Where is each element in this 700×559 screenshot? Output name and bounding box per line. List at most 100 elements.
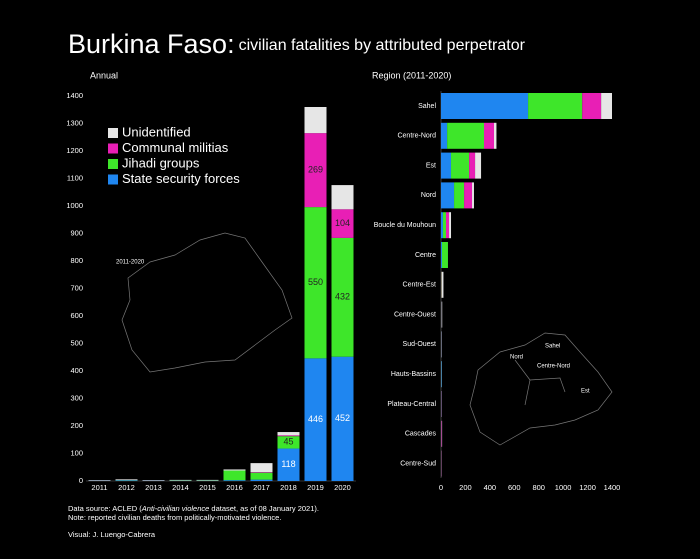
- bar-segment: [475, 152, 482, 179]
- x-tick-label: 1000: [555, 483, 572, 492]
- y-tick-label: 900: [70, 228, 83, 237]
- bar-segment: [441, 152, 452, 179]
- x-tick-label: 2013: [145, 483, 162, 492]
- x-tick-label: 2020: [334, 483, 351, 492]
- y-tick-label: Plateau-Central: [387, 401, 436, 408]
- bar-segment: [250, 472, 273, 480]
- subtitle: civilian fatalities by attributed perpet…: [239, 37, 526, 54]
- y-tick-label: 200: [70, 421, 83, 430]
- legend-label: Jihadi groups: [122, 155, 200, 170]
- y-tick-label: 0: [79, 476, 83, 485]
- value-label: 550: [308, 277, 323, 287]
- bar-segment: [454, 182, 465, 209]
- bar-segment: [277, 436, 300, 449]
- y-tick-label: Cascades: [405, 431, 437, 438]
- bar-segment: [304, 107, 327, 134]
- value-label: 446: [308, 414, 323, 424]
- x-tick-label: 2019: [307, 483, 324, 492]
- y-tick-label: Est: [426, 162, 436, 169]
- map-label: 2011-2020: [116, 260, 145, 266]
- note: dataset, as of 08 January 2021).: [209, 504, 319, 513]
- bar-segment: [115, 480, 138, 481]
- x-tick-label: 2011: [91, 483, 107, 492]
- value-label: 452: [335, 413, 350, 423]
- bar-segment: [446, 212, 450, 239]
- legend-label: State security forces: [122, 171, 240, 186]
- bar-segment: [449, 212, 452, 239]
- bar-segment: [331, 237, 354, 357]
- bar-segment: [304, 207, 327, 359]
- y-tick-label: Boucle du Mouhoun: [374, 222, 436, 229]
- y-tick-label: Hauts-Bassins: [391, 371, 437, 378]
- bar-segment: [277, 432, 300, 436]
- y-tick-label: 700: [70, 283, 83, 292]
- bar-segment: [223, 470, 246, 481]
- x-tick-label: 800: [532, 483, 545, 492]
- bar-segment: [250, 479, 273, 481]
- bar-segment: [277, 435, 300, 437]
- bar-segment: [582, 93, 602, 119]
- legend-label: Unidentified: [122, 124, 191, 139]
- value-label: 432: [335, 292, 350, 302]
- bar-segment: [447, 122, 484, 149]
- y-tick-label: Sahel: [418, 103, 436, 110]
- map-label: Est: [581, 389, 590, 395]
- bar-segment: [442, 212, 447, 239]
- x-tick-label: 2017: [253, 483, 270, 492]
- source: Data source: ACLED (Anti-civilian violen…: [68, 504, 319, 513]
- legend-label: Communal militias: [122, 140, 229, 155]
- note: Data source: ACLED (: [68, 504, 142, 513]
- note: Anti-civilian violence: [141, 504, 210, 513]
- bar-segment: [196, 479, 219, 481]
- bar-segment: [441, 420, 442, 447]
- map-label: Centre-Nord: [537, 364, 570, 370]
- chart-title: Burkina Faso: civilian fatalities by attr…: [68, 29, 526, 59]
- x-tick-label: 0: [439, 483, 443, 492]
- x-tick-label: 1400: [604, 483, 621, 492]
- credit: Visual: J. Luengo-Cabrera: [68, 530, 156, 539]
- bar-segment: [441, 242, 442, 268]
- y-tick-label: Nord: [421, 192, 436, 199]
- bar-segment: [223, 480, 246, 481]
- y-tick-label: 1200: [66, 146, 83, 155]
- value-label: 45: [283, 437, 293, 447]
- bar-segment: [528, 93, 583, 119]
- x-tick-label: 600: [508, 483, 521, 492]
- legend-swatch: [108, 174, 118, 185]
- bar-segment: [601, 93, 612, 119]
- panel-title: Annual: [90, 70, 118, 80]
- bar-segment: [115, 479, 138, 481]
- y-tick-label: 500: [70, 338, 83, 347]
- bar-segment: [483, 122, 495, 149]
- y-tick-label: 800: [70, 256, 83, 265]
- bar-segment: [441, 93, 529, 119]
- y-tick-label: Centre-Sud: [400, 460, 436, 467]
- bar-segment: [331, 209, 354, 238]
- bar-segment: [441, 122, 448, 149]
- bar-segment: [304, 133, 327, 208]
- x-tick-label: 2018: [280, 483, 297, 492]
- x-tick-label: 400: [484, 483, 497, 492]
- y-tick-label: Centre-Ouest: [394, 311, 436, 318]
- x-tick-label: 2016: [226, 483, 243, 492]
- x-tick-label: 2015: [199, 483, 216, 492]
- legend-swatch: [108, 159, 118, 169]
- value-label: 104: [335, 218, 350, 228]
- title: Burkina Faso:: [68, 29, 235, 59]
- note: Note: reported civilian deaths from poli…: [68, 513, 281, 522]
- bar-segment: [223, 469, 246, 471]
- bar-segment: [250, 472, 273, 473]
- bar-segment: [277, 448, 300, 481]
- bar-segment: [331, 356, 354, 481]
- bar-segment: [441, 212, 443, 239]
- y-tick-label: 1100: [67, 173, 83, 182]
- y-tick-label: Centre: [415, 252, 436, 259]
- map-label: Sahel: [545, 344, 560, 350]
- x-tick-label: 2014: [172, 483, 189, 492]
- legend-swatch: [108, 143, 118, 154]
- bar-segment: [472, 182, 474, 209]
- x-tick-label: 1200: [579, 483, 596, 492]
- y-tick-label: Sud-Ouest: [403, 341, 437, 348]
- x-tick-label: 2012: [118, 483, 135, 492]
